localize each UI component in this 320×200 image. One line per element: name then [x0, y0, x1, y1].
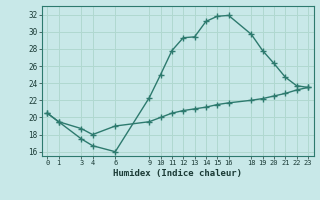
- X-axis label: Humidex (Indice chaleur): Humidex (Indice chaleur): [113, 169, 242, 178]
